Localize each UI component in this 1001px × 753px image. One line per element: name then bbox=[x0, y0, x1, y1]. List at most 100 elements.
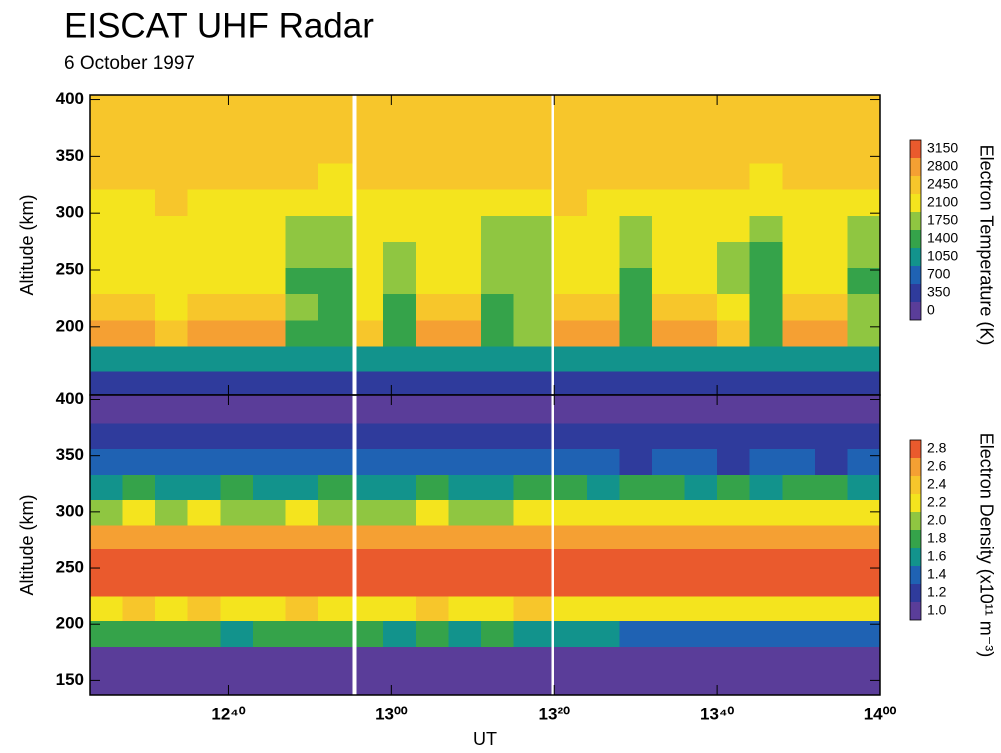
heatmap-cell bbox=[448, 548, 482, 574]
heatmap-cell bbox=[814, 620, 848, 647]
heatmap-cell bbox=[717, 596, 750, 622]
heatmap-cell bbox=[684, 110, 718, 138]
heatmap-cell bbox=[285, 293, 319, 321]
heatmap-cell bbox=[187, 525, 221, 550]
heatmap-cell bbox=[448, 573, 482, 597]
heatmap-cell bbox=[318, 474, 353, 500]
heatmap-cell bbox=[90, 573, 123, 597]
heatmap-cell bbox=[252, 448, 286, 476]
heatmap-cell bbox=[187, 346, 221, 372]
heatmap-cell bbox=[513, 189, 552, 216]
heatmap-cell bbox=[619, 548, 653, 574]
heatmap-cell bbox=[252, 241, 286, 269]
heatmap-cell bbox=[356, 320, 384, 347]
heatmap-cell bbox=[318, 525, 353, 550]
heatmap-cell bbox=[513, 215, 552, 242]
heatmap-cell bbox=[318, 346, 353, 372]
heatmap-cell bbox=[448, 215, 482, 242]
heatmap-cell bbox=[356, 525, 384, 550]
heatmap-cell bbox=[90, 189, 123, 216]
heatmap-cell bbox=[318, 293, 353, 321]
heatmap-cell bbox=[448, 448, 482, 476]
colorbar-swatch bbox=[910, 158, 921, 176]
heatmap-cell bbox=[187, 320, 221, 347]
heatmap-cell bbox=[415, 474, 449, 500]
heatmap-cell bbox=[619, 596, 653, 622]
heatmap-cell bbox=[220, 395, 254, 424]
heatmap-cell bbox=[651, 474, 685, 500]
heatmap-cell bbox=[415, 448, 449, 476]
heatmap-cell bbox=[847, 525, 881, 550]
heatmap-cell bbox=[356, 620, 384, 647]
heatmap-cell bbox=[651, 320, 685, 347]
heatmap-cell bbox=[782, 241, 816, 269]
colorbar-swatch bbox=[910, 602, 921, 620]
heatmap-cell bbox=[187, 267, 221, 295]
heatmap-cell bbox=[480, 241, 514, 269]
heatmap-cell bbox=[513, 596, 552, 622]
heatmap-cell bbox=[155, 499, 189, 526]
heatmap-cell bbox=[356, 241, 384, 269]
heatmap-cell bbox=[717, 320, 750, 347]
colorbar-tick-label: 1400 bbox=[927, 230, 958, 246]
heatmap-cell bbox=[586, 573, 620, 597]
heatmap-cell bbox=[318, 267, 353, 295]
heatmap-cell bbox=[252, 189, 286, 216]
heatmap-cell bbox=[651, 95, 685, 112]
heatmap-cell bbox=[90, 499, 123, 526]
heatmap-cell bbox=[619, 448, 653, 476]
heatmap-cell bbox=[415, 95, 449, 112]
heatmap-cell bbox=[717, 189, 750, 216]
heatmap-cell bbox=[383, 137, 417, 164]
heatmap-cell bbox=[480, 423, 514, 450]
heatmap-cell bbox=[356, 95, 384, 112]
heatmap-cell bbox=[155, 346, 189, 372]
x-tick-label: 13⁰⁰ bbox=[375, 704, 408, 723]
heatmap-cell bbox=[684, 596, 718, 622]
y-tick-label: 400 bbox=[56, 389, 84, 408]
heatmap-cell bbox=[513, 395, 552, 424]
heatmap-cell bbox=[252, 95, 286, 112]
heatmap-cell bbox=[90, 423, 123, 450]
heatmap-cell bbox=[717, 423, 750, 450]
heatmap-cell bbox=[651, 110, 685, 138]
heatmap-cell bbox=[415, 620, 449, 647]
heatmap-cell bbox=[187, 395, 221, 424]
heatmap-cell bbox=[586, 596, 620, 622]
heatmap-cell bbox=[155, 110, 189, 138]
heatmap-cell bbox=[847, 110, 881, 138]
heatmap-cell bbox=[480, 346, 514, 372]
colorbar-frame bbox=[909, 139, 922, 321]
heatmap-cell bbox=[383, 395, 417, 424]
heatmap-cell bbox=[619, 573, 653, 597]
heatmap-cell bbox=[220, 215, 254, 242]
heatmap-cell bbox=[122, 215, 156, 242]
heatmap-cell bbox=[187, 293, 221, 321]
heatmap-cell bbox=[554, 371, 588, 396]
heatmap-cell bbox=[383, 525, 417, 550]
heatmap-cell bbox=[782, 573, 816, 597]
heatmap-cell bbox=[252, 163, 286, 190]
heatmap-cell bbox=[847, 548, 881, 574]
heatmap-cell bbox=[122, 110, 156, 138]
heatmap-cell bbox=[448, 371, 482, 396]
heatmap-cell bbox=[847, 646, 881, 696]
heatmap-cell bbox=[619, 320, 653, 347]
heatmap-cell bbox=[814, 525, 848, 550]
heatmap-cell bbox=[554, 346, 588, 372]
heatmap-cell bbox=[356, 423, 384, 450]
heatmap-cell bbox=[513, 346, 552, 372]
heatmap-cell bbox=[480, 573, 514, 597]
heatmap-cell bbox=[285, 215, 319, 242]
heatmap-cell bbox=[318, 646, 353, 696]
heatmap-cell bbox=[480, 620, 514, 647]
heatmap-cell bbox=[651, 448, 685, 476]
heatmap-cell bbox=[480, 646, 514, 696]
heatmap-cell bbox=[651, 596, 685, 622]
heatmap-cell bbox=[415, 371, 449, 396]
heatmap-cell bbox=[782, 346, 816, 372]
heatmap-cell bbox=[252, 646, 286, 696]
heatmap-cell bbox=[285, 620, 319, 647]
heatmap-cell bbox=[356, 189, 384, 216]
heatmap-cell bbox=[220, 448, 254, 476]
